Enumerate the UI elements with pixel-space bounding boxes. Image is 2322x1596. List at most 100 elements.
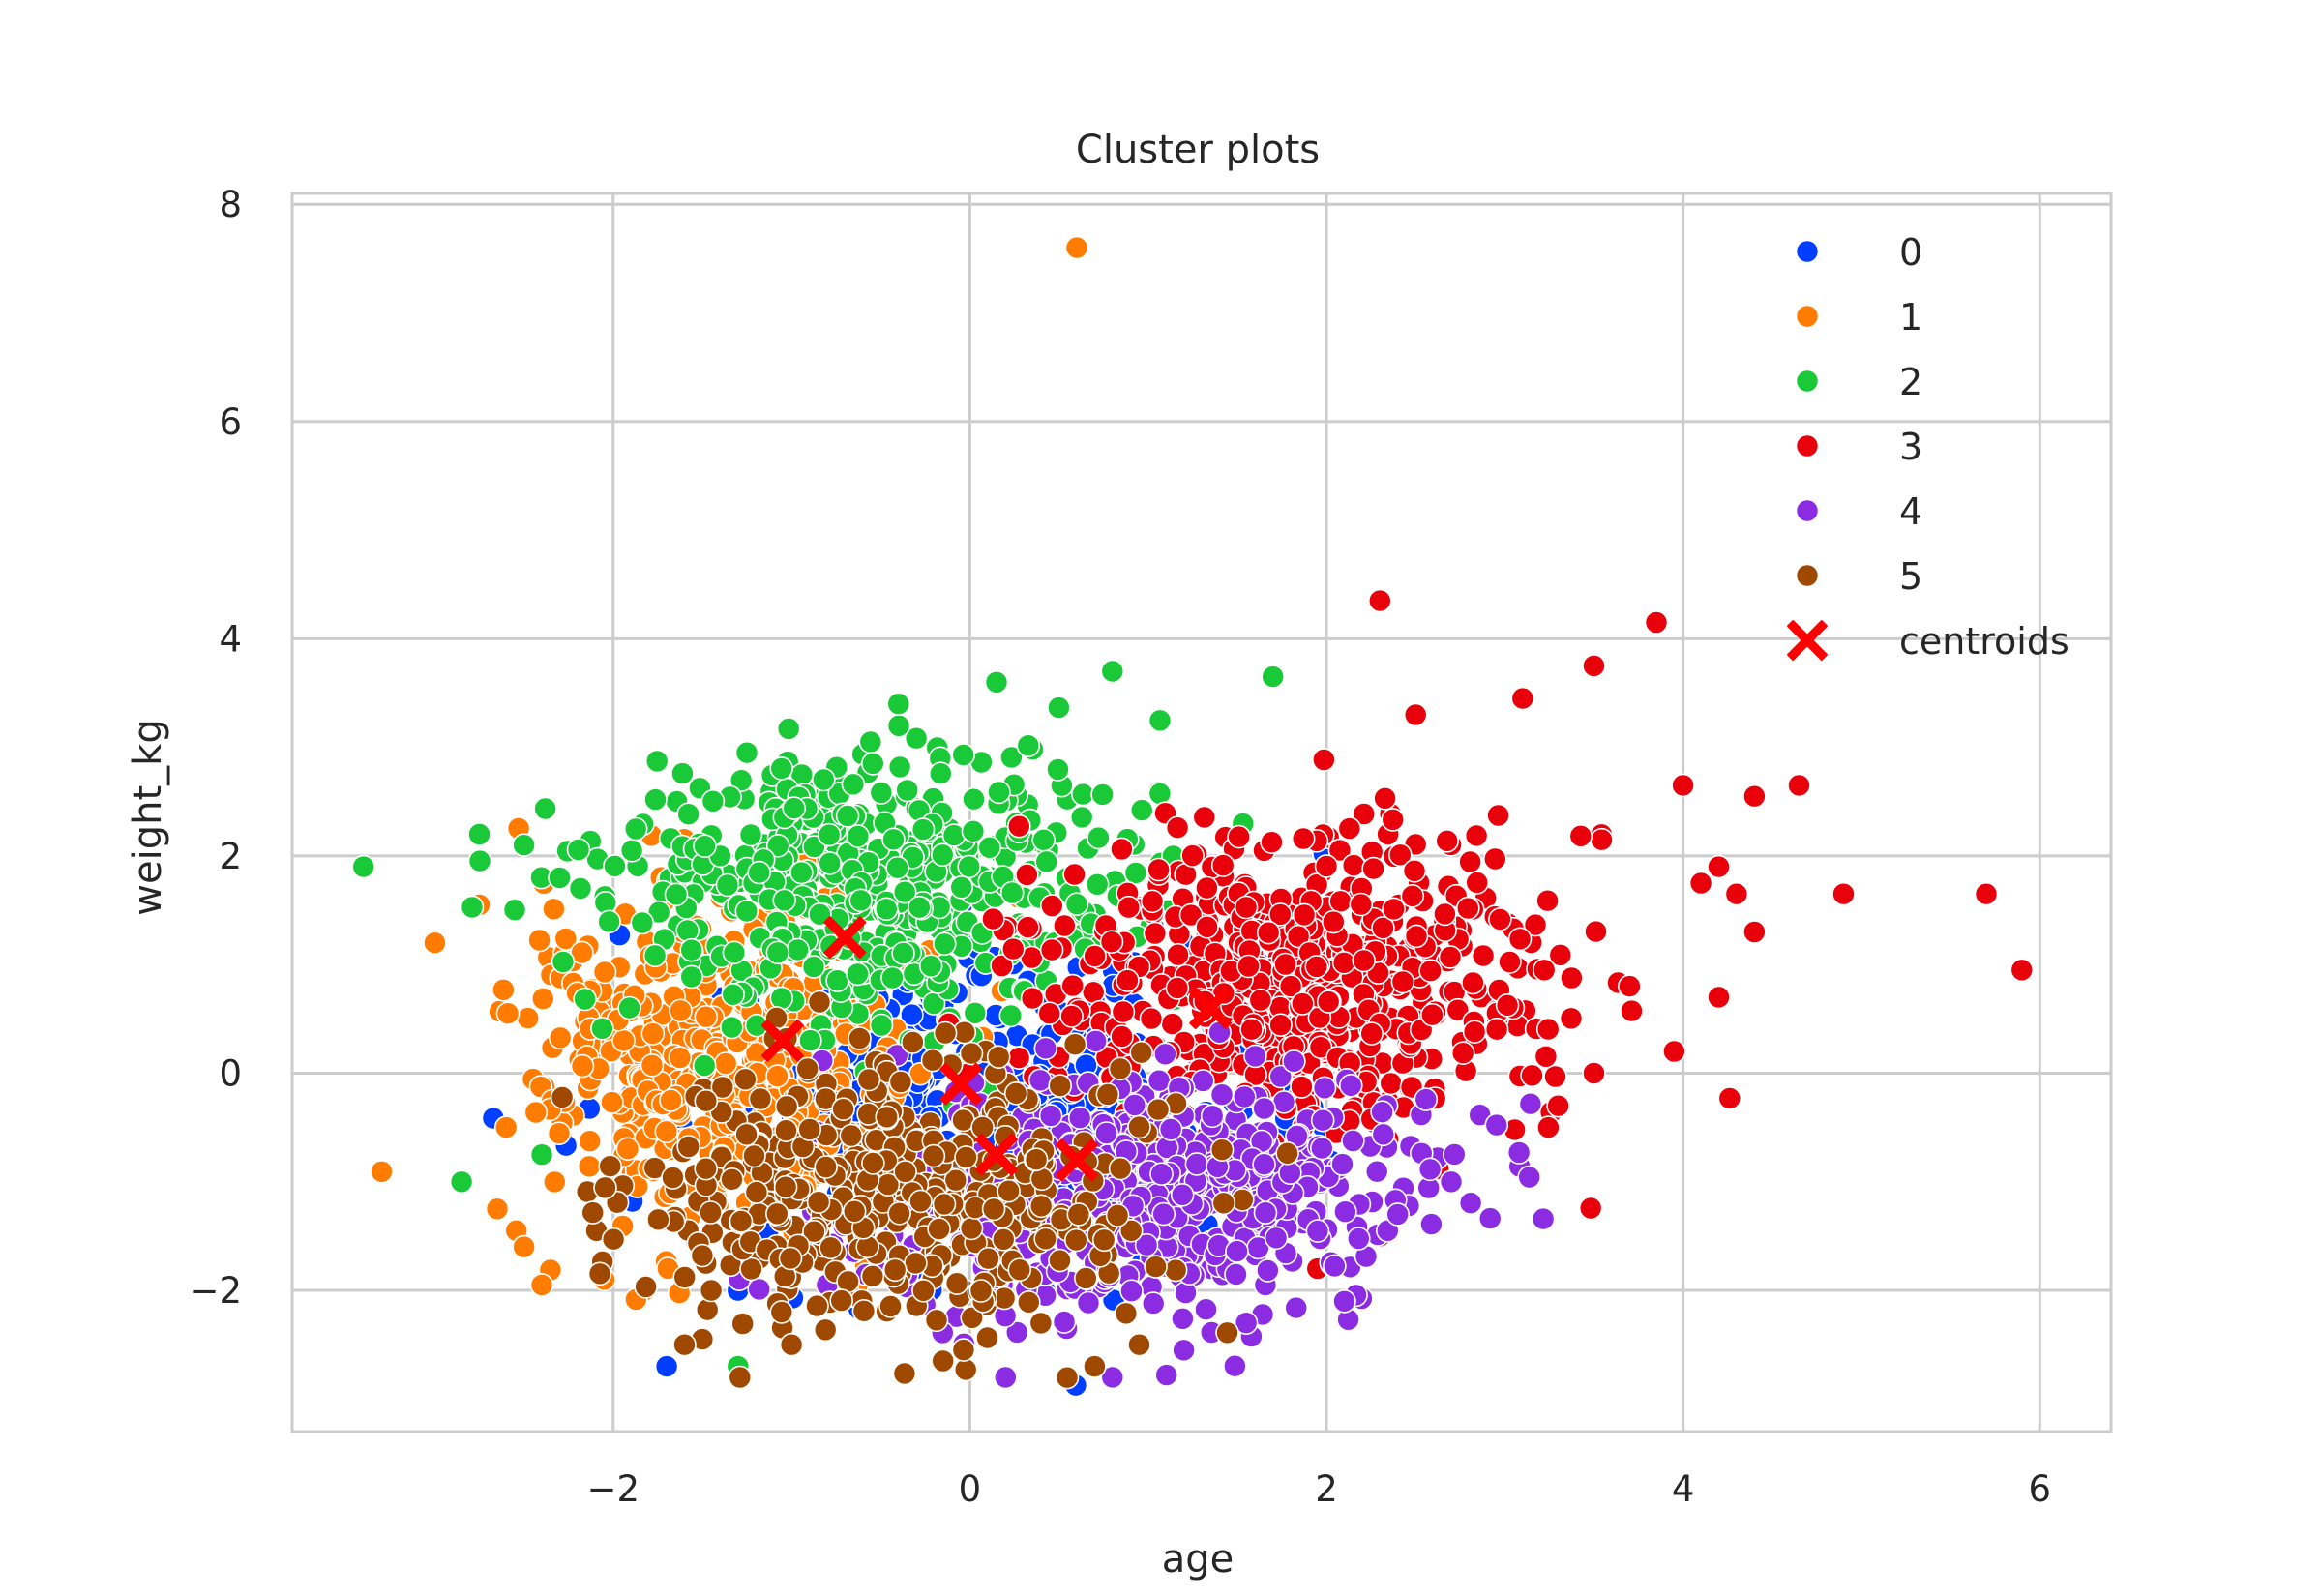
series-5-point bbox=[878, 1294, 903, 1318]
series-5-point bbox=[1048, 1248, 1072, 1273]
series-3-point bbox=[1361, 856, 1385, 881]
series-3-point bbox=[1110, 1024, 1134, 1049]
series-3-point bbox=[1083, 944, 1107, 968]
series-4-point bbox=[1224, 1262, 1248, 1286]
series-2-point bbox=[999, 880, 1025, 905]
series-5-point bbox=[797, 1117, 822, 1141]
series-0-point bbox=[654, 1354, 679, 1378]
series-4-point bbox=[1076, 1290, 1101, 1315]
series-3-point bbox=[1059, 1004, 1084, 1028]
series-4-point bbox=[1158, 1117, 1183, 1141]
series-5-point bbox=[975, 1325, 999, 1350]
series-2-point bbox=[776, 717, 801, 741]
series-5-point bbox=[981, 1197, 1006, 1222]
series-2-point bbox=[825, 968, 849, 993]
series-5-point bbox=[931, 1348, 956, 1374]
series-2-point bbox=[715, 872, 740, 898]
y-tick-label: 2 bbox=[219, 836, 242, 877]
series-4-point bbox=[1518, 1091, 1543, 1116]
series-3-point bbox=[1178, 902, 1204, 928]
series-2-point bbox=[619, 838, 644, 863]
series-3-point bbox=[1724, 881, 1749, 906]
series-5-point bbox=[856, 1067, 881, 1092]
legend-marker-3 bbox=[1795, 433, 1820, 458]
series-5-point bbox=[598, 1154, 623, 1178]
y-tick-label: 6 bbox=[219, 401, 242, 443]
series-3-point bbox=[1495, 993, 1520, 1018]
series-2-points bbox=[351, 659, 1285, 1378]
series-1-point bbox=[694, 1004, 719, 1029]
series-4-point bbox=[1172, 1338, 1196, 1363]
legend-marker-1 bbox=[1795, 304, 1820, 329]
series-3-point bbox=[1341, 853, 1366, 877]
series-3-point bbox=[1662, 1039, 1686, 1064]
series-5-point bbox=[944, 1271, 969, 1295]
series-1-point bbox=[640, 1021, 666, 1046]
series-3-point bbox=[1400, 883, 1425, 908]
series-5-point bbox=[694, 1156, 719, 1181]
series-5-point bbox=[1091, 1227, 1116, 1253]
series-5-point bbox=[1108, 1056, 1133, 1081]
series-3-point bbox=[1688, 871, 1713, 896]
series-4-point bbox=[1149, 1162, 1174, 1186]
series-4-point bbox=[1339, 1074, 1363, 1098]
series-1-point bbox=[577, 1154, 602, 1179]
series-5-point bbox=[924, 1308, 949, 1333]
series-3-point bbox=[1543, 1064, 1567, 1089]
series-4-point bbox=[1067, 1106, 1092, 1130]
series-2-point bbox=[644, 749, 670, 774]
series-1-point bbox=[553, 927, 579, 951]
series-4-point bbox=[1094, 1121, 1118, 1145]
series-5-point bbox=[676, 1135, 701, 1159]
legend-label: 1 bbox=[1899, 296, 1922, 339]
x-tick-label: 2 bbox=[1315, 1468, 1338, 1510]
series-5-point bbox=[744, 1180, 769, 1204]
series-3-point bbox=[1742, 783, 1767, 809]
series-3-point bbox=[1510, 686, 1535, 711]
series-1-point bbox=[527, 928, 551, 953]
series-4-point bbox=[1443, 1142, 1467, 1167]
series-2-point bbox=[623, 816, 648, 842]
series-1-point bbox=[512, 1234, 536, 1259]
series-4-point bbox=[1122, 1093, 1147, 1117]
series-5-point bbox=[954, 1145, 978, 1169]
series-5-point bbox=[986, 1045, 1011, 1069]
series-3-point bbox=[1290, 1075, 1314, 1099]
series-5-point bbox=[1007, 1257, 1032, 1282]
series-2-point bbox=[772, 888, 797, 913]
series-5-point bbox=[1127, 1114, 1151, 1139]
series-2-point bbox=[533, 796, 557, 821]
series-2-point bbox=[573, 987, 597, 1012]
x-axis-ticks: −2 0 2 4 6 bbox=[586, 1468, 2051, 1510]
x-axis-label: age bbox=[1162, 1537, 1235, 1581]
series-5-point bbox=[661, 1166, 685, 1190]
x-tick-label: 6 bbox=[2029, 1468, 2052, 1510]
series-3-point bbox=[1390, 969, 1415, 994]
centroid-marker bbox=[1055, 1138, 1098, 1182]
series-2-point bbox=[961, 818, 986, 843]
series-5-point bbox=[730, 1312, 756, 1336]
series-2-point bbox=[957, 854, 982, 879]
series-5-point bbox=[672, 1332, 697, 1357]
series-5-point bbox=[959, 1041, 984, 1066]
series-4-point bbox=[1252, 1152, 1276, 1176]
series-4-point bbox=[1323, 1254, 1347, 1279]
series-1-point bbox=[530, 987, 555, 1011]
series-3-point bbox=[1535, 1017, 1561, 1042]
series-3-point bbox=[1548, 942, 1573, 967]
series-5-point bbox=[892, 1361, 917, 1386]
series-4-point bbox=[1305, 1219, 1330, 1243]
series-5-point bbox=[690, 1243, 715, 1268]
series-5-point bbox=[813, 1317, 838, 1343]
series-1-point bbox=[542, 1169, 567, 1195]
series-4-point bbox=[1151, 1201, 1176, 1227]
series-3-point bbox=[1707, 854, 1731, 879]
series-5-point bbox=[1066, 1202, 1091, 1227]
series-1-point bbox=[592, 960, 617, 985]
y-axis-ticks: −2 0 2 4 6 8 bbox=[189, 184, 242, 1312]
series-3-point bbox=[1671, 773, 1695, 798]
series-5-point bbox=[734, 1122, 759, 1147]
series-5-point bbox=[1055, 1365, 1080, 1390]
series-2-point bbox=[869, 781, 894, 805]
legend-label: 4 bbox=[1899, 490, 1922, 533]
